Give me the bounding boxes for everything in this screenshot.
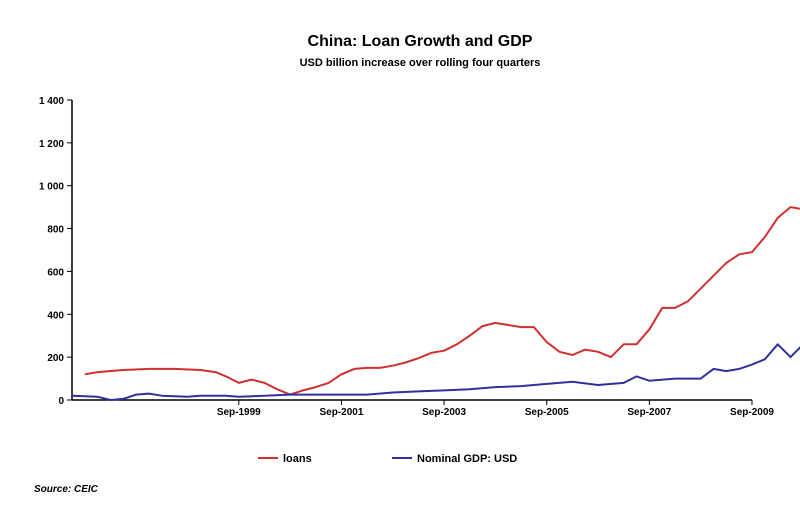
y-tick-group: 0 200 400 600 800 1 000 1 200 1 400 <box>39 96 72 407</box>
source-note: Source: CEIC <box>34 484 99 495</box>
legend-label-nominal-gdp: Nominal GDP: USD <box>417 453 517 465</box>
legend-label-loans: loans <box>283 453 312 465</box>
legend: loans Nominal GDP: USD <box>258 453 517 465</box>
y-tick-label: 0 <box>58 396 64 407</box>
x-tick-label: Sep-2005 <box>525 407 569 418</box>
y-tick-label: 1 400 <box>39 96 64 107</box>
chart-subtitle: USD billion increase over rolling four q… <box>300 57 541 69</box>
series-line-loans <box>84 206 800 396</box>
x-tick-label: Sep-1999 <box>217 407 261 418</box>
x-tick-label: Sep-2003 <box>422 407 466 418</box>
y-tick-label: 600 <box>47 267 64 278</box>
x-tick-group: Sep-1999 Sep-2001 Sep-2003 Sep-2005 Sep-2007… <box>217 400 774 418</box>
y-tick-label: 200 <box>47 353 64 364</box>
x-tick-label: Sep-2001 <box>319 407 363 418</box>
x-tick-label: Sep-2009 <box>730 407 774 418</box>
y-tick-label: 1 200 <box>39 139 64 150</box>
x-tick-label: Sep-2007 <box>627 407 671 418</box>
series-group <box>71 206 800 401</box>
y-tick-label: 800 <box>47 225 64 236</box>
y-tick-label: 1 000 <box>39 182 64 193</box>
series-line-nominal-gdp-usd <box>71 343 800 401</box>
y-tick-label: 400 <box>47 310 64 321</box>
chart-title: China: Loan Growth and GDP <box>308 33 533 50</box>
